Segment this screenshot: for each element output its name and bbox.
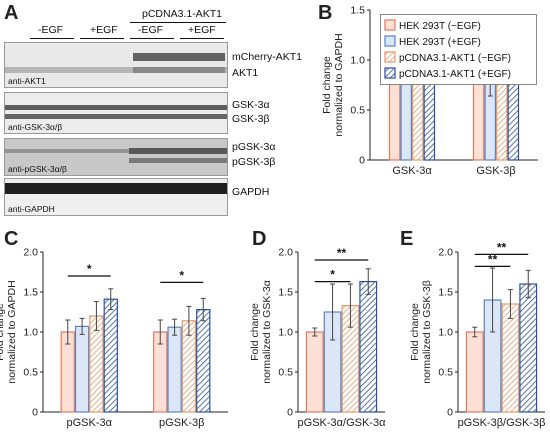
lane-group-label: +EGF [188, 24, 216, 36]
significance-label: * [87, 262, 92, 276]
x-tick-label: GSK-3β [476, 165, 515, 177]
blot-gsk3: anti-GSK-3α/β [4, 92, 228, 134]
blot-akt1-bands [5, 53, 227, 73]
bar [519, 283, 538, 413]
x-tick-label: pGSK-3β/GSK-3β [458, 417, 546, 429]
legend-label: HEK 293T (−EGF) [399, 21, 481, 32]
panel-letter-e: E [400, 228, 414, 250]
y-tick-label: 1.0 [350, 55, 365, 67]
blot-akt1: anti-AKT1 [4, 42, 228, 88]
legend: HEK 293T (−EGF) HEK 293T (+EGF) pCDNA3.1-A… [380, 14, 537, 85]
y-tick-label: 1.5 [350, 5, 365, 17]
y-tick-label: 1.5 [278, 287, 293, 299]
y-axis-label: Fold changenormalized to GSK-3β [409, 280, 433, 384]
legend-swatch [384, 51, 396, 63]
band-label: GAPDH [232, 186, 270, 198]
y-tick-label: 1.5 [23, 287, 38, 299]
legend-frame [380, 14, 537, 85]
y-tick-label: 2.0 [438, 247, 453, 259]
significance-label: ** [497, 240, 507, 254]
band-label: AKT1 [232, 67, 259, 79]
blot-gsk3-bands [5, 105, 227, 119]
y-tick-label: 0 [359, 155, 365, 167]
blot-label: anti-pGSK-3α/β [8, 164, 67, 174]
y-tick-label: 2.0 [23, 247, 38, 259]
western-blot-panel: pCDNA3.1-AKT1 -EGF +EGF -EGF +EGF anti-A… [0, 0, 302, 220]
band-label: mCherry-AKT1 [232, 51, 303, 63]
panel-letter-d: D [252, 228, 267, 250]
y-tick-label: 1.0 [23, 327, 38, 339]
y-tick-label: 0.5 [23, 367, 38, 379]
blot-label: anti-GAPDH [8, 204, 55, 214]
blot-label: anti-AKT1 [8, 76, 46, 86]
lane-group-line [180, 38, 224, 39]
bar [465, 331, 484, 413]
y-axis-label: Fold changenormalized to GSK-3α [249, 280, 273, 384]
lane-group-label: -EGF [138, 24, 164, 36]
blot-pgsk3-bands [5, 148, 227, 163]
significance-label: ** [488, 252, 498, 266]
blot-gapdh-bands [5, 183, 227, 194]
significance-label: ** [337, 246, 347, 260]
y-tick-label: 0 [32, 407, 38, 419]
construct-header-line [130, 22, 226, 23]
x-tick-label: pGSK-3α/GSK-3α [298, 417, 387, 429]
y-axis-label: Fold changenormalized to GAPDH [0, 280, 18, 383]
blot-gapdh: anti-GAPDH [4, 178, 228, 216]
x-tick-label: pGSK-3β [159, 417, 204, 429]
blot-pgsk3: anti-pGSK-3α/β [4, 138, 228, 176]
band-label: GSK-3β [232, 113, 270, 125]
significance-label: * [330, 268, 335, 282]
panel-letter-c: C [4, 228, 19, 250]
y-tick-label: 0.5 [350, 105, 365, 117]
y-tick-label: 0.5 [438, 367, 453, 379]
legend-label: HEK 293T (+EGF) [399, 37, 481, 48]
y-tick-label: 1.0 [438, 327, 453, 339]
y-tick-label: 0.5 [278, 367, 293, 379]
legend-label: pCDNA3.1-AKT1 (−EGF) [399, 53, 511, 64]
lane-group-line [80, 38, 124, 39]
band-label: pGSK-3α [232, 141, 276, 153]
lane-group-line [130, 38, 174, 39]
lane-group-label: -EGF [38, 24, 64, 36]
lane-group-label: +EGF [90, 24, 118, 36]
band-label: GSK-3α [232, 99, 270, 111]
legend-label: pCDNA3.1-AKT1 (+EGF) [399, 69, 511, 80]
y-axis-label: Fold changenormalized to GAPDH [321, 33, 345, 136]
y-tick-label: 0 [447, 407, 453, 419]
y-tick-label: 0 [287, 407, 293, 419]
panel-letter-b: B [318, 2, 333, 24]
band-label: pGSK-3β [232, 156, 276, 168]
bar [501, 303, 520, 413]
y-tick-label: 1.5 [438, 287, 453, 299]
construct-header: pCDNA3.1-AKT1 [142, 8, 222, 20]
x-tick-label: GSK-3α [392, 165, 432, 177]
lane-group-line [30, 38, 74, 39]
panel-letter-a: A [4, 2, 19, 24]
legend-swatch [384, 35, 396, 47]
legend-swatch [384, 19, 396, 31]
y-tick-label: 1.0 [278, 327, 293, 339]
legend-swatch [384, 67, 396, 79]
significance-label: * [179, 268, 184, 282]
x-tick-label: pGSK-3α [67, 417, 113, 429]
y-tick-label: 2.0 [278, 247, 293, 259]
blot-label: anti-GSK-3α/β [8, 122, 63, 132]
